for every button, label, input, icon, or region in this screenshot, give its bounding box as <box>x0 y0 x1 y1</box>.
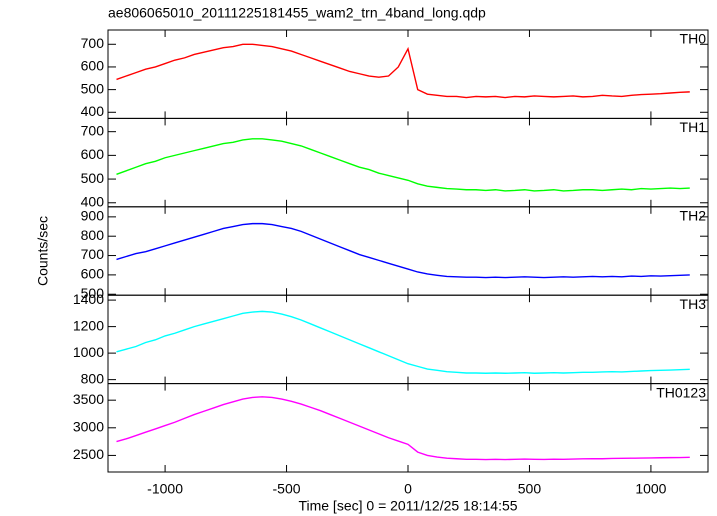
y-tick-label: 1000 <box>73 344 104 360</box>
y-tick-label: 500 <box>81 285 105 301</box>
y-tick-label: 800 <box>81 227 105 243</box>
x-tick-label: 500 <box>518 481 542 497</box>
panel-label: TH0 <box>680 31 707 47</box>
y-tick-label: 600 <box>81 266 105 282</box>
y-tick-label: 2500 <box>73 446 104 462</box>
x-tick-label: -1000 <box>147 481 183 497</box>
light-curve <box>116 43 690 99</box>
panel-frame <box>107 294 709 385</box>
chart-title: ae806065010_20111225181455_wam2_trn_4ban… <box>108 5 486 21</box>
x-tick-label: -500 <box>273 481 301 497</box>
panel-label: TH3 <box>680 296 707 312</box>
light-curve <box>116 396 690 461</box>
y-axis-label: Counts/sec <box>35 216 51 286</box>
x-tick-label: 0 <box>404 481 412 497</box>
panel-frame <box>107 117 709 208</box>
panel-label: TH1 <box>680 119 707 135</box>
panel-frame <box>107 206 709 296</box>
y-tick-label: 900 <box>81 208 105 224</box>
y-tick-label: 400 <box>81 103 105 119</box>
y-tick-label: 700 <box>81 122 105 138</box>
y-tick-label: 3000 <box>73 419 104 435</box>
y-tick-label: 3500 <box>73 391 104 407</box>
y-tick-label: 800 <box>81 370 105 386</box>
y-tick-label: 400 <box>81 193 105 209</box>
y-tick-label: 1200 <box>73 317 104 333</box>
y-tick-label: 1400 <box>73 291 104 307</box>
light-curve <box>116 310 690 374</box>
light-curve <box>116 222 690 279</box>
x-tick-label: 1000 <box>635 481 666 497</box>
x-axis-label: Time [sec] 0 = 2011/12/25 18:14:55 <box>298 498 517 514</box>
y-tick-label: 500 <box>81 170 105 186</box>
y-tick-label: 500 <box>81 80 105 96</box>
panel-label: TH2 <box>680 208 707 224</box>
panel-frame <box>107 29 709 119</box>
y-tick-label: 700 <box>81 246 105 262</box>
light-curve <box>116 138 690 192</box>
y-tick-label: 600 <box>81 58 105 74</box>
y-tick-label: 600 <box>81 146 105 162</box>
y-tick-label: 700 <box>81 35 105 51</box>
panel-label: TH0123 <box>656 384 706 400</box>
